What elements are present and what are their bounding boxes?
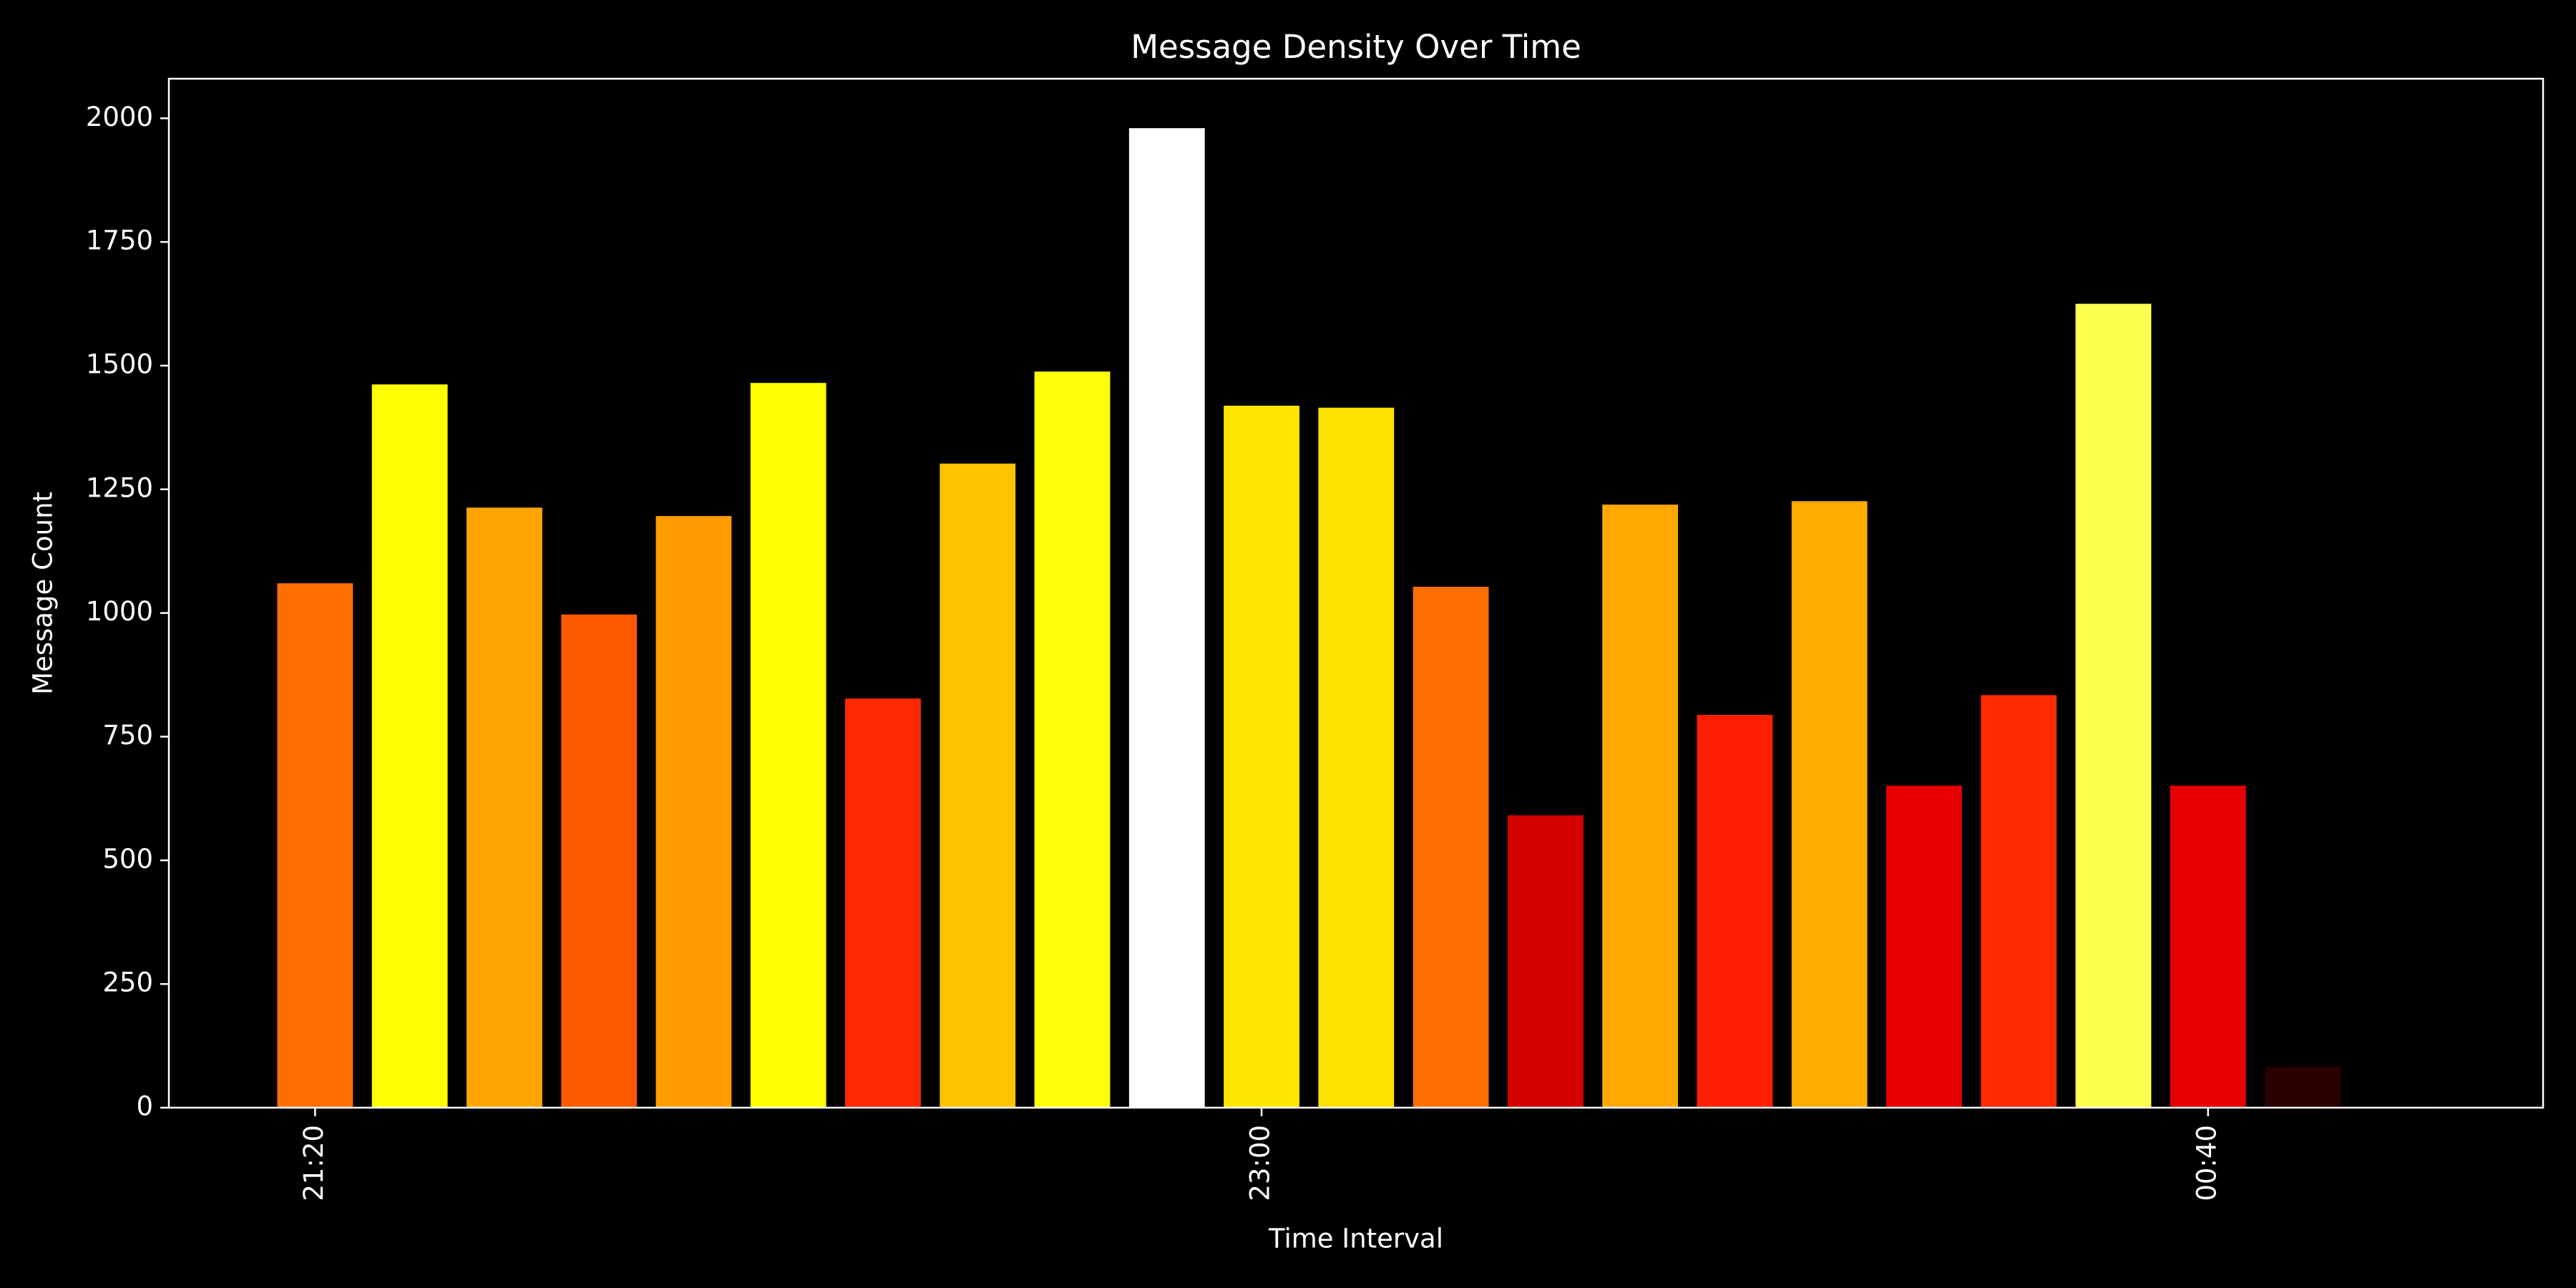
bar: [2265, 1066, 2341, 1108]
x-tick-label: 23:00: [1245, 1125, 1276, 1201]
bar: [940, 463, 1016, 1108]
x-axis-label: Time Interval: [1268, 1224, 1443, 1254]
y-axis-label: Message Count: [28, 492, 59, 695]
bar: [1413, 587, 1489, 1108]
bar: [1602, 504, 1679, 1108]
bar: [2075, 303, 2152, 1108]
y-tick-label: 750: [102, 720, 153, 751]
bar: [1981, 695, 2057, 1108]
y-tick-label: 0: [136, 1091, 153, 1122]
bar: [1128, 128, 1205, 1108]
bar: [1507, 815, 1584, 1108]
x-tick-label: 21:20: [298, 1125, 329, 1201]
bar: [371, 384, 448, 1108]
y-tick-label: 250: [102, 967, 153, 998]
y-tick-label: 1500: [86, 348, 153, 379]
bar: [466, 507, 542, 1108]
bar: [655, 516, 732, 1108]
bar: [750, 383, 826, 1108]
bar: [845, 698, 921, 1108]
plot-frame: [167, 77, 2545, 1109]
y-tick-label: 2000: [86, 102, 153, 132]
bar: [1318, 407, 1395, 1108]
bar: [2170, 785, 2246, 1108]
bar: [277, 583, 353, 1108]
bar: [1224, 405, 1299, 1108]
bar: [1697, 715, 1773, 1108]
x-tick-label: 00:40: [2191, 1125, 2222, 1201]
bar: [2359, 1104, 2436, 1108]
chart-title: Message Density Over Time: [1131, 28, 1581, 66]
y-tick-label: 500: [102, 844, 153, 874]
y-tick-label: 1750: [86, 225, 153, 256]
bar: [561, 614, 638, 1108]
bar: [1034, 371, 1111, 1108]
y-tick-label: 1250: [86, 472, 153, 503]
bar: [1791, 501, 1868, 1108]
y-tick-label: 1000: [86, 596, 153, 627]
bar: [1886, 785, 1962, 1108]
